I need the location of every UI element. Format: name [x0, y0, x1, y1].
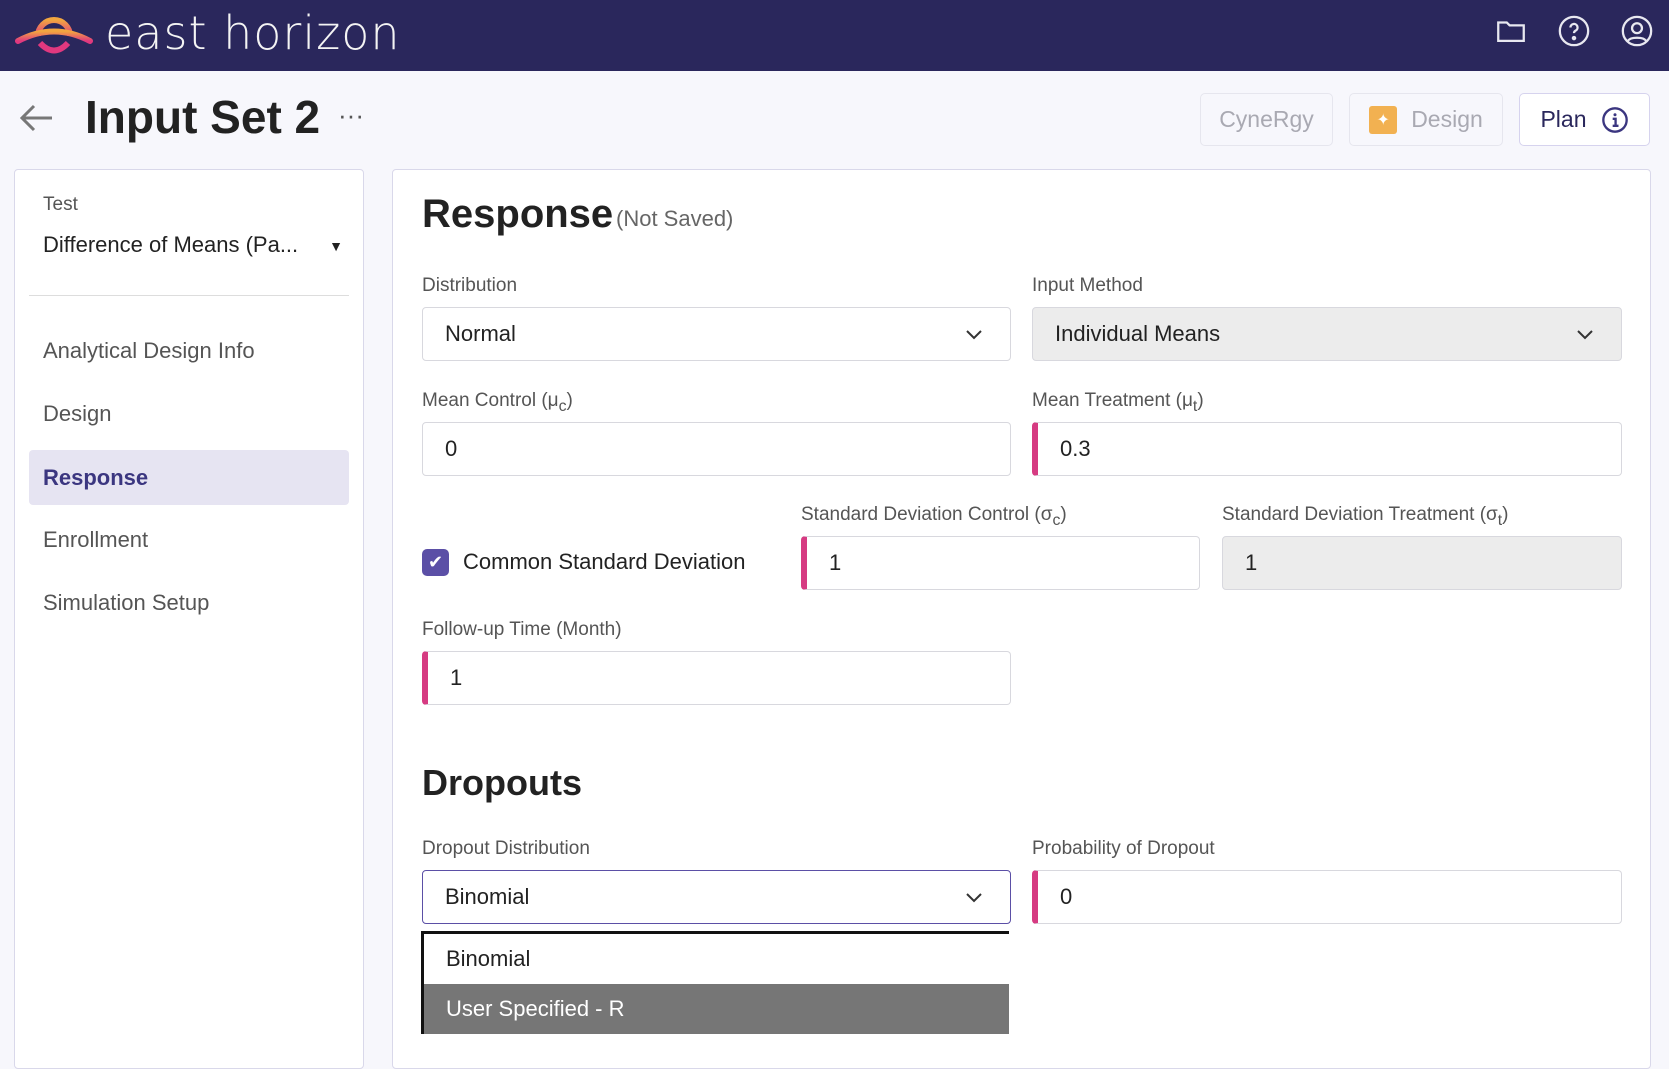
test-select-value: Difference of Means (Pa...: [43, 232, 299, 257]
plan-button[interactable]: Plan: [1519, 93, 1650, 146]
sd-control-label: Standard Deviation Control (σc): [801, 504, 1067, 529]
dropout-distribution-value: Binomial: [445, 884, 530, 909]
back-arrow-icon[interactable]: [16, 102, 56, 134]
mean-control-input[interactable]: 0: [422, 422, 1011, 476]
distribution-select[interactable]: Normal: [422, 307, 1011, 361]
input-method-label: Input Method: [1032, 275, 1143, 296]
input-method-select[interactable]: Individual Means: [1032, 307, 1622, 361]
east-horizon-logo-icon: [15, 17, 93, 54]
check-icon: ✔: [427, 552, 444, 572]
mean-treatment-label: Mean Treatment (μt): [1032, 390, 1204, 415]
brand-name: east horizon: [105, 6, 401, 60]
input-method-value: Individual Means: [1055, 321, 1221, 346]
chevron-down-icon: [1577, 330, 1593, 340]
page-title: Input Set 2: [85, 91, 321, 143]
help-icon[interactable]: [1557, 14, 1591, 48]
common-sd-label: Common Standard Deviation: [463, 549, 746, 574]
info-icon[interactable]: [1601, 106, 1629, 134]
sparkle-icon: ✦: [1369, 105, 1398, 134]
chevron-down-icon: [966, 330, 982, 340]
mean-treatment-input[interactable]: 0.3: [1032, 422, 1622, 476]
sidebar-item-analytical-design-info[interactable]: Analytical Design Info: [43, 337, 255, 363]
response-title: Response: [422, 192, 614, 236]
more-options-button[interactable]: ···: [338, 100, 364, 130]
top-bar: east horizon: [0, 0, 1669, 71]
sidebar-item-design[interactable]: Design: [43, 400, 112, 426]
test-select[interactable]: Difference of Means (Pa... ▼: [43, 232, 343, 258]
sidebar-item-response[interactable]: Response: [29, 450, 349, 505]
probability-dropout-label: Probability of Dropout: [1032, 838, 1215, 859]
option-user-specified-r[interactable]: User Specified - R: [424, 984, 1009, 1034]
caret-down-icon: ▼: [329, 238, 343, 254]
mean-control-label: Mean Control (μc): [422, 390, 573, 415]
followup-input[interactable]: 1: [422, 651, 1011, 705]
cynergy-label: CyneRgy: [1219, 106, 1314, 132]
distribution-value: Normal: [445, 321, 516, 346]
common-sd-checkbox[interactable]: ✔: [422, 549, 449, 576]
sidebar: [14, 169, 364, 1069]
user-icon[interactable]: [1620, 14, 1654, 48]
probability-dropout-input[interactable]: 0: [1032, 870, 1622, 924]
sidebar-item-enrollment[interactable]: Enrollment: [43, 526, 149, 552]
design-label: Design: [1411, 106, 1483, 132]
dropout-distribution-options: Binomial User Specified - R: [421, 931, 1009, 1034]
plan-label: Plan: [1540, 106, 1587, 132]
cynergy-button[interactable]: CyneRgy: [1200, 93, 1333, 146]
sidebar-item-simulation-setup[interactable]: Simulation Setup: [43, 589, 210, 615]
divider: [29, 295, 349, 296]
dropouts-title: Dropouts: [422, 762, 582, 803]
followup-label: Follow-up Time (Month): [422, 619, 622, 640]
sd-treatment-input[interactable]: 1: [1222, 536, 1622, 590]
chevron-down-icon: [966, 893, 982, 903]
save-status: (Not Saved): [616, 206, 734, 231]
sd-treatment-label: Standard Deviation Treatment (σt): [1222, 504, 1509, 529]
dropout-distribution-select[interactable]: Binomial: [422, 870, 1011, 924]
folder-icon[interactable]: [1494, 14, 1528, 48]
option-binomial[interactable]: Binomial: [446, 946, 531, 971]
sd-control-input[interactable]: 1: [801, 536, 1200, 590]
design-button[interactable]: ✦ Design: [1349, 93, 1503, 146]
distribution-label: Distribution: [422, 275, 518, 296]
test-label: Test: [43, 194, 78, 215]
dropout-distribution-label: Dropout Distribution: [422, 838, 590, 859]
